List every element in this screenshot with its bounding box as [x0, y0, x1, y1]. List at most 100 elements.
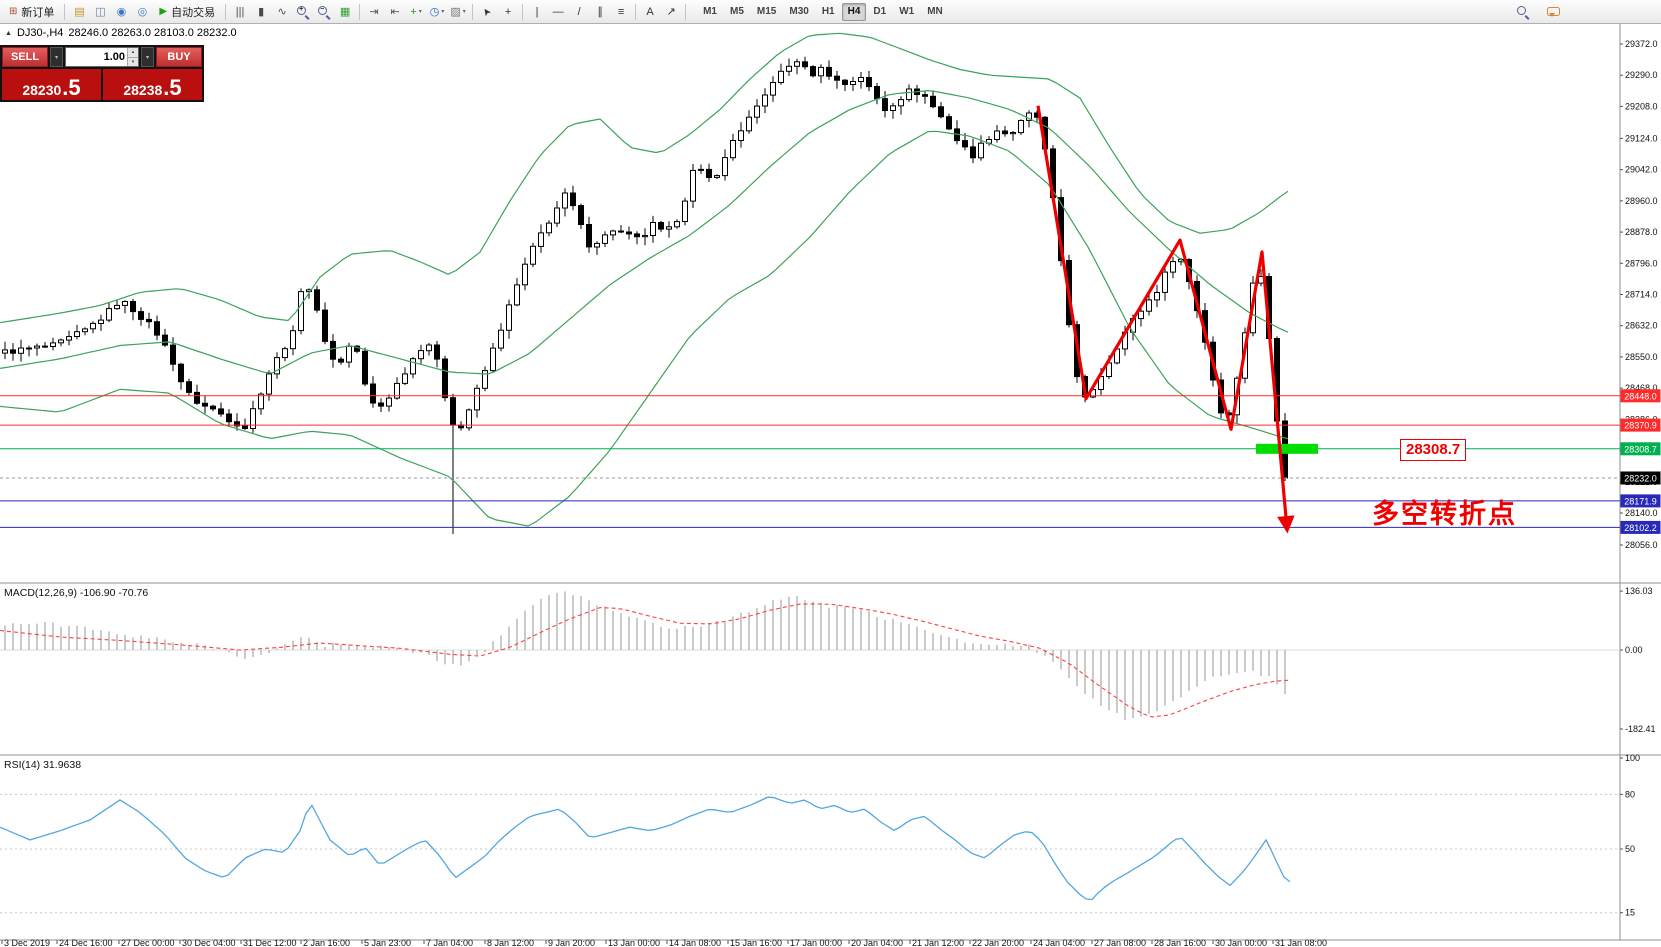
tf-d1[interactable]: D1: [867, 3, 892, 21]
tf-h1[interactable]: H1: [816, 3, 841, 21]
tf-h4[interactable]: H4: [841, 2, 867, 21]
sell-price-main: 28230: [22, 81, 62, 98]
green-highlight-bar: [1256, 443, 1318, 454]
volume-increase-button[interactable]: ▴: [128, 48, 138, 57]
toolbar-separator: [472, 3, 474, 20]
volume-decrease-button[interactable]: ▾: [128, 56, 138, 66]
tf-m1[interactable]: M1: [697, 3, 723, 21]
profiles-icon[interactable]: ◫: [95, 6, 106, 18]
timeframe-buttons: M1 M5 M15 M30 H1 H4 D1 W1 MN: [697, 2, 949, 21]
charts-grid-icon[interactable]: ▤: [74, 6, 85, 18]
tf-w1[interactable]: W1: [893, 3, 920, 21]
volume-field[interactable]: ▴ ▾: [65, 47, 139, 67]
svg-text:29042.0: 29042.0: [1625, 165, 1658, 175]
volume-input[interactable]: [66, 48, 127, 66]
vertical-line-icon[interactable]: |: [535, 5, 539, 18]
zoom-out-icon[interactable]: −: [314, 2, 334, 22]
level-lines[interactable]: [0, 395, 1620, 528]
periods-icon[interactable]: ◷ ▾: [429, 6, 445, 18]
one-click-trading-panel: SELL ▾ ▴ ▾ ▾ BUY 28230.5 28238.5: [0, 45, 204, 102]
price-callout-annotation[interactable]: 28308.7: [1400, 439, 1467, 461]
channel-icon[interactable]: ∥: [597, 6, 603, 18]
text-label-icon[interactable]: A: [646, 5, 654, 18]
trade-panel-controls: SELL ▾ ▴ ▾ ▾ BUY: [2, 47, 202, 67]
candlestick-chart-type-icon[interactable]: ▮: [258, 6, 265, 18]
navigator-icon[interactable]: ◎: [137, 6, 148, 18]
buy-button[interactable]: BUY: [156, 47, 202, 67]
buy-price-button[interactable]: 28238.5: [103, 69, 202, 100]
macd-label: MACD(12,26,9) -106.90 -70.76: [4, 587, 148, 599]
svg-text:28796.0: 28796.0: [1625, 258, 1658, 268]
market-watch-icon[interactable]: ◉: [116, 6, 127, 18]
cursor-icon[interactable]: ➤: [480, 4, 494, 19]
tf-mn[interactable]: MN: [921, 3, 949, 21]
svg-text:28370.9: 28370.9: [1624, 421, 1657, 431]
bollinger-bands: [0, 32, 1289, 527]
chart-symbol-period: DJ30-,H4: [16, 27, 64, 39]
rsi-label: RSI(14) 31.9638: [4, 759, 81, 771]
fibonacci-icon[interactable]: ≡: [617, 5, 625, 18]
svg-text:28632.0: 28632.0: [1625, 321, 1658, 331]
svg-text:28 Jan 16:00: 28 Jan 16:00: [1154, 938, 1206, 947]
toolbar-right: [1513, 2, 1563, 22]
svg-text:29124.0: 29124.0: [1625, 133, 1658, 143]
svg-text:8 Jan 12:00: 8 Jan 12:00: [487, 938, 534, 947]
rsi-panel: RSI(14) 31.9638 100 80 50 15: [0, 753, 1640, 918]
trend-arrow-annotation: [1036, 105, 1295, 534]
toolbar-separator: [522, 3, 524, 20]
toolbar-separator: [635, 3, 637, 20]
svg-text:28232.0: 28232.0: [1624, 474, 1657, 484]
panel-separators[interactable]: [0, 24, 1661, 941]
buy-options-caret[interactable]: ▾: [141, 47, 154, 67]
annotation-text-cn[interactable]: 多空转折点: [1372, 499, 1517, 529]
macd-panel: MACD(12,26,9) -106.90 -70.76 136.03 0.00 -1…: [0, 586, 1656, 734]
svg-text:28102.2: 28102.2: [1624, 523, 1657, 533]
buy-price-main: 28238: [123, 81, 163, 98]
svg-text:28468.0: 28468.0: [1625, 383, 1658, 393]
toolbar: ⊞ 新订单 ▤ ◫ ◉ ◎ ▶ 自动交易 ||| ▮ ∿ + − ▦ ⇥ ⇤ + ▾ ◷ ▾ ▨ ▾ ➤ + | — / ∥ ≡ A ↗ M…: [0, 0, 1661, 24]
sell-price-button[interactable]: 28230.5: [2, 69, 101, 100]
svg-text:27 Dec 00:00: 27 Dec 00:00: [121, 938, 175, 947]
tf-m15[interactable]: M15: [751, 3, 782, 21]
tf-m30[interactable]: M30: [783, 3, 814, 21]
svg-text:3 Dec 2019: 3 Dec 2019: [4, 938, 50, 947]
svg-text:24 Dec 16:00: 24 Dec 16:00: [59, 938, 113, 947]
annotations[interactable]: [1036, 105, 1318, 534]
macd-signal-line: [0, 603, 1289, 718]
chart-shift-icon[interactable]: ⇤: [390, 6, 400, 18]
tile-windows-icon[interactable]: ▦: [339, 6, 351, 18]
search-icon[interactable]: [1513, 2, 1533, 22]
tf-m5[interactable]: M5: [724, 3, 750, 21]
svg-text:0.00: 0.00: [1625, 645, 1643, 655]
auto-scroll-icon[interactable]: ⇥: [369, 6, 379, 18]
chart-ohlc-values: 28246.0 28263.0 28103.0 28232.0: [68, 27, 237, 39]
chat-icon[interactable]: [1543, 2, 1563, 22]
svg-text:22 Jan 20:00: 22 Jan 20:00: [972, 938, 1024, 947]
svg-text:5 Jan 23:00: 5 Jan 23:00: [364, 938, 411, 947]
new-order-button[interactable]: ⊞ 新订单: [3, 2, 60, 22]
toolbar-separator: [225, 3, 227, 20]
line-chart-type-icon[interactable]: ∿: [277, 6, 287, 18]
svg-text:80: 80: [1625, 789, 1635, 799]
svg-text:17 Jan 00:00: 17 Jan 00:00: [790, 938, 842, 947]
svg-text:15 Jan 16:00: 15 Jan 16:00: [730, 938, 782, 947]
templates-icon[interactable]: ▨ ▾: [450, 6, 466, 18]
sell-button[interactable]: SELL: [2, 47, 48, 67]
zoom-in-icon[interactable]: +: [293, 2, 313, 22]
indicators-icon[interactable]: + ▾: [410, 5, 422, 18]
arrows-object-icon[interactable]: ↗: [666, 6, 676, 18]
sell-options-caret[interactable]: ▾: [50, 47, 63, 67]
bar-chart-type-icon[interactable]: |||: [235, 5, 245, 18]
toolbar-separator: [685, 3, 687, 20]
volume-spinner: ▴ ▾: [127, 48, 138, 66]
trade-panel-prices: 28230.5 28238.5: [2, 69, 202, 100]
crosshair-icon[interactable]: +: [504, 5, 512, 18]
bollinger-lower-line: [0, 130, 1289, 527]
autotrade-button[interactable]: ▶ 自动交易: [153, 2, 221, 22]
time-axis[interactable]: 3 Dec 2019 24 Dec 16:00 27 Dec 00:00 30 Dec…: [1, 938, 1327, 947]
svg-text:29208.0: 29208.0: [1625, 101, 1658, 111]
chart-title: ▲ DJ30-,H4 28246.0 28263.0 28103.0 28232…: [5, 27, 237, 39]
trendline-icon[interactable]: /: [577, 5, 581, 18]
horizontal-line-icon[interactable]: —: [552, 5, 564, 18]
